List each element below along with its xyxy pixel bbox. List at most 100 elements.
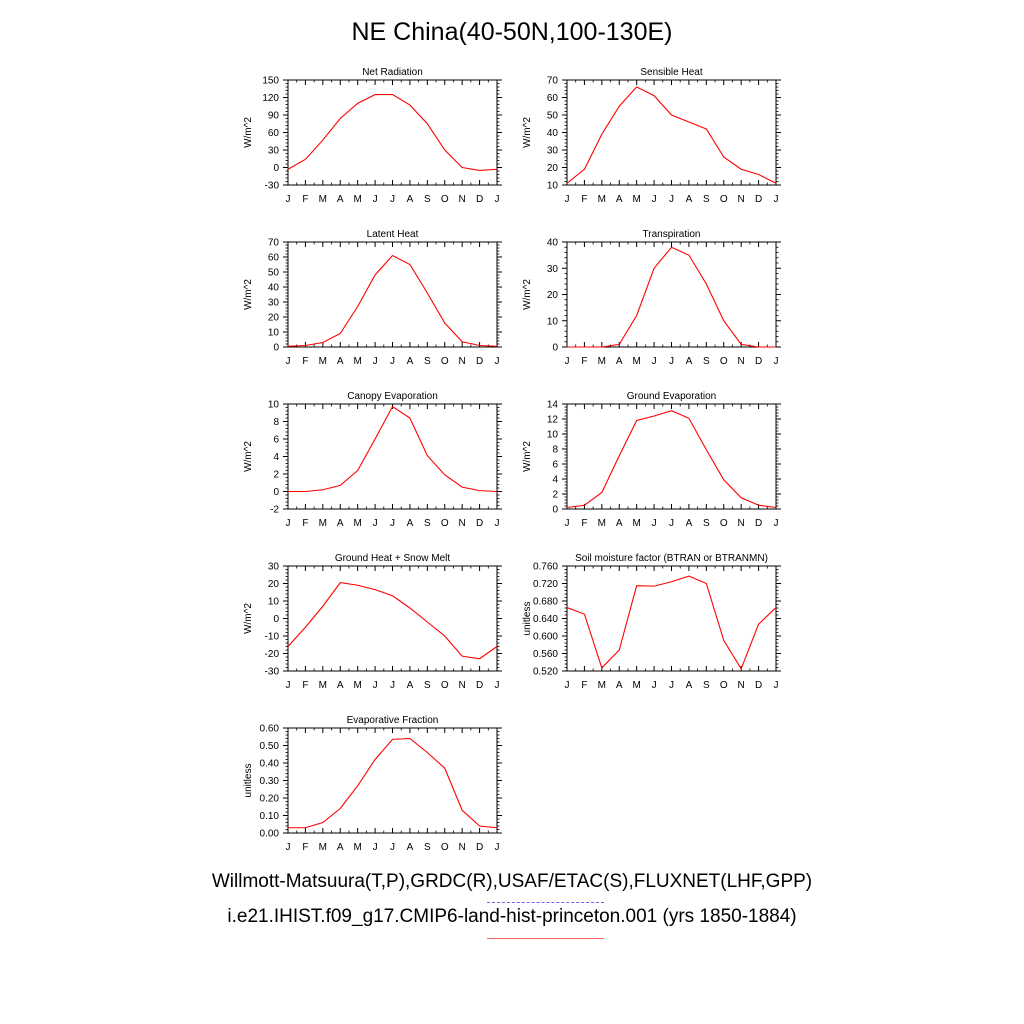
y-tick-label: 90 <box>268 111 280 122</box>
y-tick-label: 60 <box>547 93 559 104</box>
y-tick-label: 30 <box>268 298 280 309</box>
y-tick-label: 60 <box>268 253 280 264</box>
x-tick-label: J <box>390 518 395 529</box>
y-tick-label: 0.600 <box>533 632 558 643</box>
x-tick-label: M <box>319 518 327 529</box>
x-tick-label: M <box>319 680 327 691</box>
x-tick-label: J <box>373 356 378 367</box>
x-tick-label: D <box>755 518 762 529</box>
y-tick-label: 10 <box>268 400 280 411</box>
x-tick-label: J <box>495 194 500 205</box>
x-tick-label: N <box>738 518 745 529</box>
y-tick-label: 8 <box>552 445 558 456</box>
y-tick-label: 50 <box>268 268 280 279</box>
x-tick-label: J <box>774 194 779 205</box>
plot-frame <box>287 565 498 672</box>
model-series-line <box>287 94 498 171</box>
x-tick-label: J <box>565 518 570 529</box>
model-caption: i.e21.IHIST.f09_g17.CMIP6-land-hist-prin… <box>227 906 797 927</box>
x-tick-label: S <box>703 680 710 691</box>
y-axis-label: W/m^2 <box>243 279 254 310</box>
x-tick-label: A <box>337 194 344 205</box>
y-tick-label: 0.520 <box>533 667 558 678</box>
y-tick-label: 14 <box>547 400 559 411</box>
y-tick-label: 0.10 <box>260 811 280 822</box>
x-tick-label: O <box>720 680 728 691</box>
x-tick-label: A <box>407 518 414 529</box>
plot-frame <box>287 727 498 834</box>
x-tick-label: F <box>581 194 587 205</box>
y-tick-label: 0.60 <box>260 724 280 735</box>
x-tick-label: M <box>598 194 606 205</box>
y-axis-label: W/m^2 <box>243 603 254 634</box>
model-series-line <box>566 575 777 671</box>
x-tick-label: S <box>424 194 431 205</box>
x-tick-label: J <box>652 194 657 205</box>
chart-title: Net Radiation <box>362 67 423 78</box>
x-tick-label: M <box>353 194 361 205</box>
x-tick-label: O <box>720 194 728 205</box>
x-tick-label: J <box>495 356 500 367</box>
y-tick-label: 0.00 <box>260 829 280 840</box>
x-tick-label: J <box>286 680 291 691</box>
x-tick-label: M <box>353 518 361 529</box>
x-tick-label: F <box>302 194 308 205</box>
x-tick-label: J <box>286 842 291 853</box>
y-tick-label: 20 <box>547 290 559 301</box>
model-series-line <box>288 405 498 493</box>
y-tick-label: 0.40 <box>260 759 280 770</box>
x-tick-label: O <box>441 194 449 205</box>
x-tick-label: M <box>598 680 606 691</box>
x-tick-label: A <box>337 356 344 367</box>
x-tick-label: A <box>616 680 623 691</box>
observations-caption: Willmott-Matsuura(T,P),GRDC(R),USAF/ETAC… <box>211 871 813 892</box>
x-tick-label: A <box>337 518 344 529</box>
chart-title: Ground Evaporation <box>627 391 717 402</box>
x-tick-label: M <box>632 518 640 529</box>
x-tick-label: M <box>319 194 327 205</box>
chart-title: Latent Heat <box>367 229 419 240</box>
x-tick-label: S <box>424 680 431 691</box>
x-tick-label: J <box>390 194 395 205</box>
y-tick-label: 6 <box>273 435 279 446</box>
y-tick-label: 10 <box>547 430 559 441</box>
x-tick-label: F <box>581 518 587 529</box>
y-tick-label: 10 <box>547 316 559 327</box>
y-tick-label: 10 <box>268 328 280 339</box>
x-tick-label: D <box>476 194 483 205</box>
x-tick-label: A <box>686 356 693 367</box>
x-tick-label: J <box>495 518 500 529</box>
y-axis-label: W/m^2 <box>522 279 533 310</box>
x-tick-label: J <box>565 356 570 367</box>
x-tick-label: D <box>755 194 762 205</box>
x-tick-label: S <box>703 356 710 367</box>
x-tick-label: M <box>353 680 361 691</box>
y-tick-label: 0.20 <box>260 794 280 805</box>
plot-frame <box>566 241 777 348</box>
y-tick-label: -30 <box>265 667 280 678</box>
chart-title: Sensible Heat <box>640 67 702 78</box>
y-tick-label: 0 <box>273 343 279 354</box>
x-tick-label: F <box>302 356 308 367</box>
y-tick-label: 40 <box>547 128 559 139</box>
x-tick-label: J <box>390 842 395 853</box>
y-tick-label: 20 <box>268 313 280 324</box>
y-tick-label: 0.560 <box>533 649 558 660</box>
y-axis-label: unitless <box>522 602 533 636</box>
x-tick-label: M <box>353 356 361 367</box>
y-tick-label: 0 <box>273 163 279 174</box>
x-tick-label: J <box>390 356 395 367</box>
x-tick-label: M <box>632 356 640 367</box>
y-tick-label: 20 <box>547 163 559 174</box>
x-tick-label: M <box>632 194 640 205</box>
x-tick-label: A <box>616 194 623 205</box>
y-tick-label: 70 <box>268 238 280 249</box>
y-tick-label: 0.680 <box>533 597 558 608</box>
x-tick-label: S <box>424 518 431 529</box>
plot-frame <box>287 79 498 186</box>
